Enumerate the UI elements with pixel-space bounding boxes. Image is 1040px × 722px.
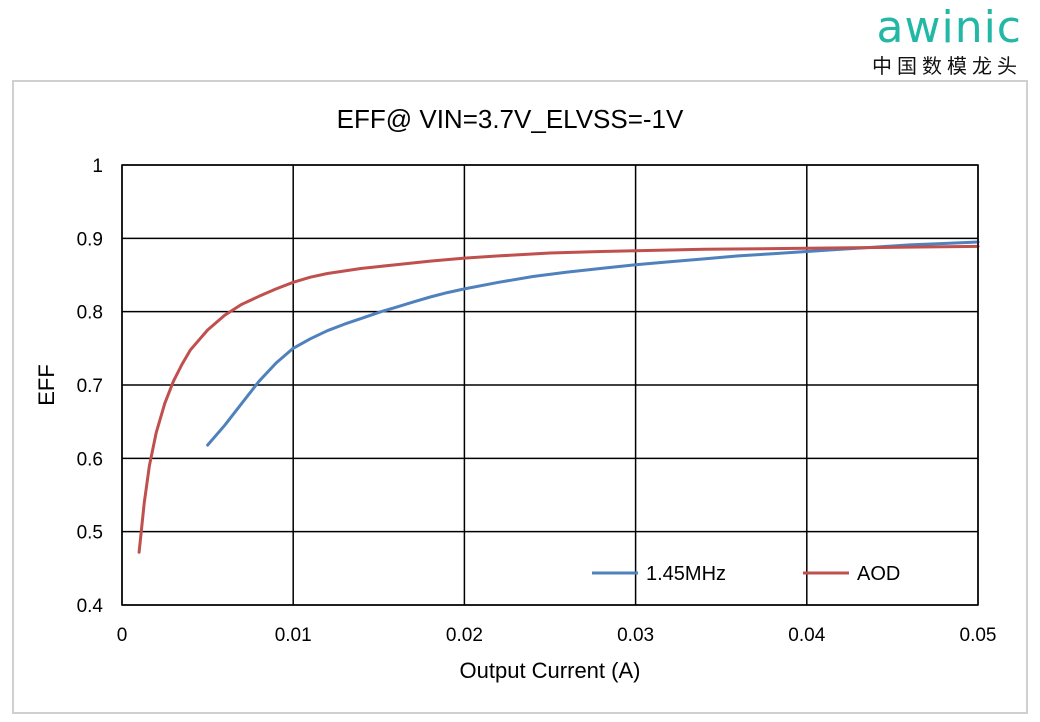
grid-lines: [121, 164, 979, 606]
x-tick-label: 0.02: [446, 625, 483, 646]
legend-label: AOD: [857, 563, 900, 585]
brand-logo: awinic 中国数模龙头: [872, 2, 1022, 79]
x-tick-label: 0.05: [960, 625, 997, 646]
y-tick-labels: 0.4 0.5 0.6 0.7 0.8 0.9 1: [77, 156, 104, 617]
series-lines: [137, 240, 980, 554]
logo-wordmark: awinic: [876, 2, 1022, 53]
chart-title: EFF@ VIN=3.7V_ELVSS=-1V: [337, 104, 684, 134]
x-tick-label: 0.03: [617, 625, 654, 646]
x-tick-label: 0: [117, 625, 128, 646]
y-tick-label: 0.6: [77, 449, 103, 470]
series-line-1: [137, 244, 980, 554]
y-tick-label: 0.9: [77, 229, 103, 250]
y-tick-label: 0.4: [77, 596, 104, 617]
x-tick-label: 0.01: [275, 625, 312, 646]
y-axis-label: EFF: [34, 364, 59, 406]
x-tick-label: 0.04: [788, 625, 825, 646]
y-tick-label: 0.8: [77, 303, 103, 324]
y-tick-label: 1: [92, 156, 103, 177]
legend-label: 1.45MHz: [646, 563, 726, 585]
series-line-0: [206, 240, 980, 447]
plot-area-border: [121, 164, 979, 606]
y-tick-label: 0.5: [77, 523, 103, 544]
logo-tagline: 中国数模龙头: [872, 54, 1022, 78]
y-tick-label: 0.7: [77, 376, 103, 397]
chart-frame: [12, 80, 1028, 714]
legend: 1.45MHz AOD: [592, 563, 900, 585]
x-axis-label: Output Current (A): [460, 658, 641, 683]
x-tick-labels: 0 0.01 0.02 0.03 0.04 0.05: [117, 625, 997, 646]
